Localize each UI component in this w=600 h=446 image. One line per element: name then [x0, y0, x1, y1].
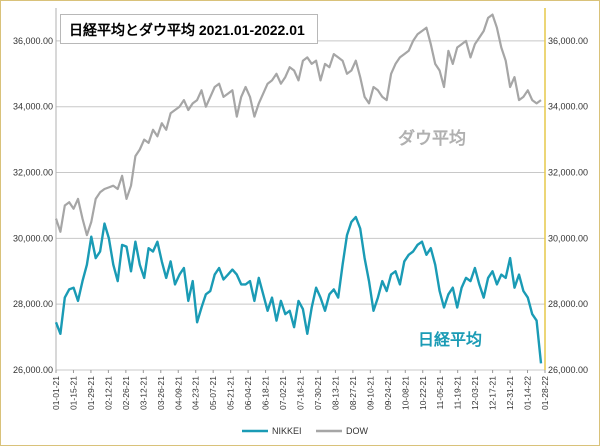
annotation-nikkei: 日経平均	[418, 330, 482, 349]
y-tick-label-right: 32,000.00	[548, 168, 588, 178]
legend: NIKKEI DOW	[242, 426, 369, 436]
x-tick-label: 12-17-21	[488, 376, 498, 410]
x-tick-label: 08-27-21	[348, 376, 358, 410]
x-tick-label: 06-18-21	[261, 376, 271, 410]
x-tick-label: 07-16-21	[296, 376, 306, 410]
x-tick-label: 02-12-21	[103, 376, 113, 410]
y-tick-label-left: 30,000.00	[13, 233, 53, 243]
x-tick-label: 05-21-21	[226, 376, 236, 410]
x-tick-label: 01-01-21	[51, 376, 61, 410]
x-tick-label: 12-03-21	[470, 376, 480, 410]
annotation-dow: ダウ平均	[398, 128, 466, 149]
x-axis: 01-01-21 01-15-21 01-29-21 02-12-21 02-26-21…	[51, 370, 550, 410]
y-tick-label-left: 26,000.00	[13, 365, 53, 375]
chart-title: 日経平均とダウ平均 2021.01-2022.01	[60, 14, 318, 44]
y-tick-label-right: 28,000.00	[548, 299, 588, 309]
y-tick-label-right: 26,000.00	[548, 365, 588, 375]
x-tick-label: 09-10-21	[365, 376, 375, 410]
y-axis-left: 26,000.00 28,000.00 30,000.00 32,000.00 34,0…	[13, 36, 53, 375]
y-tick-label-left: 28,000.00	[13, 299, 53, 309]
legend-label-dow: DOW	[346, 426, 369, 436]
x-tick-label: 04-23-21	[191, 376, 201, 410]
y-tick-label-right: 34,000.00	[548, 102, 588, 112]
series-line-dow	[54, 13, 542, 237]
x-tick-label: 11-05-21	[435, 376, 445, 410]
x-tick-label: 03-12-21	[138, 376, 148, 410]
y-tick-label-right: 36,000.00	[548, 36, 588, 46]
series-lines	[54, 13, 543, 364]
x-tick-label: 01-29-21	[86, 376, 96, 410]
x-tick-label: 05-07-21	[208, 376, 218, 410]
y-tick-label-left: 36,000.00	[13, 36, 53, 46]
y-tick-label-left: 34,000.00	[13, 102, 53, 112]
x-tick-label: 10-22-21	[418, 376, 428, 410]
series-line-nikkei	[54, 215, 543, 364]
y-tick-label-left: 32,000.00	[13, 168, 53, 178]
x-tick-label: 12-31-21	[505, 376, 515, 410]
x-tick-label: 11-19-21	[453, 376, 463, 410]
y-tick-label-right: 30,000.00	[548, 233, 588, 243]
x-tick-label: 07-30-21	[313, 376, 323, 410]
x-tick-label: 04-09-21	[173, 376, 183, 410]
legend-label-nikkei: NIKKEI	[272, 426, 302, 436]
x-tick-label: 08-13-21	[330, 376, 340, 410]
x-tick-label: 01-28-22	[540, 376, 550, 410]
x-tick-label: 07-02-21	[278, 376, 288, 410]
x-tick-label: 01-15-21	[68, 376, 78, 410]
x-tick-label: 09-24-21	[383, 376, 393, 410]
y-axis-right: 26,000.00 28,000.00 30,000.00 32,000.00 34,0…	[548, 36, 588, 375]
x-tick-label: 03-26-21	[156, 376, 166, 410]
x-tick-label: 02-26-21	[121, 376, 131, 410]
x-tick-label: 10-08-21	[400, 376, 410, 410]
x-tick-label: 01-14-22	[523, 376, 533, 410]
x-tick-label: 06-04-21	[243, 376, 253, 410]
